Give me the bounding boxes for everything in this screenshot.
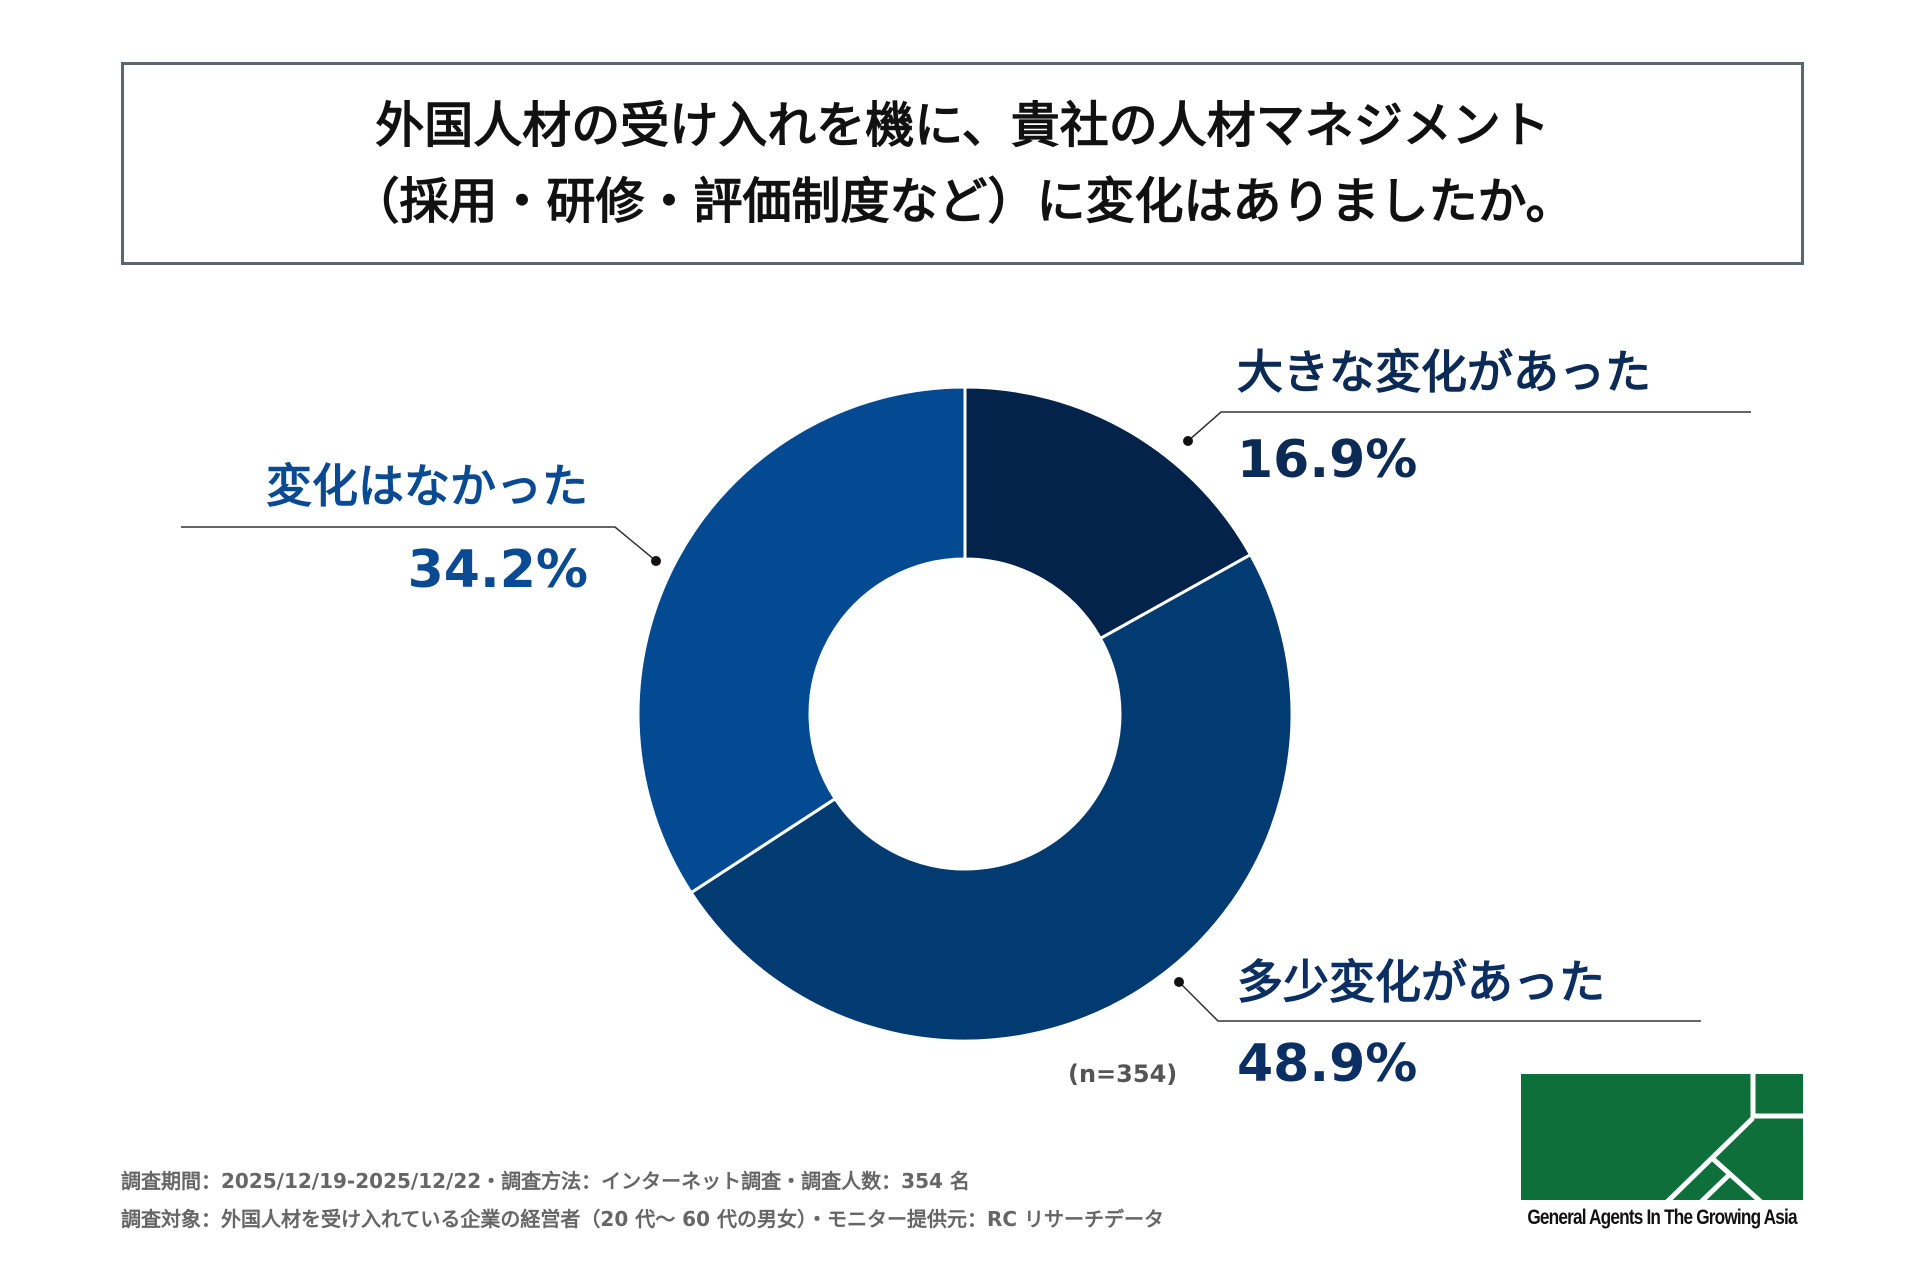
sample-size: (n=354) [1068,1060,1178,1088]
value-no-change: 34.2% [407,540,588,600]
label-some-change: 多少変化があった [1237,955,1605,1009]
label-no-change: 変化はなかった [266,459,588,513]
footer-survey-target: 調査対象：外国人材を受け入れている企業の経営者（20 代～ 60 代の男女）・モ… [121,1207,1164,1231]
leader-large-change [1187,411,1751,442]
label-large-change: 大きな変化があった [1237,345,1651,399]
slice-no-change [636,385,967,895]
leader-no-change [181,526,657,562]
value-some-change: 48.9% [1237,1034,1418,1094]
title-line-1: 外国人材の受け入れを機に、貴社の人材マネジメント [375,96,1550,154]
leader-some-change-dot [1174,977,1184,987]
title-line-2: （採用・研修・評価制度など）に変化はありましたか。 [350,172,1575,230]
title-box: 外国人材の受け入れを機に、貴社の人材マネジメント （採用・研修・評価制度など）に… [121,62,1804,265]
footer-survey-info: 調査期間：2025/12/19-2025/12/22・調査方法：インターネット調… [121,1169,970,1193]
leader-no-change-dot [651,556,661,566]
company-logo [1521,1074,1803,1200]
leader-some-change [1178,981,1701,1022]
logo-text: General Agents In The Growing Asia [1527,1206,1797,1229]
slice-large-change [963,385,1253,641]
slice-some-change [689,552,1294,1043]
value-large-change: 16.9% [1237,430,1418,490]
leader-large-change-dot [1183,436,1193,446]
